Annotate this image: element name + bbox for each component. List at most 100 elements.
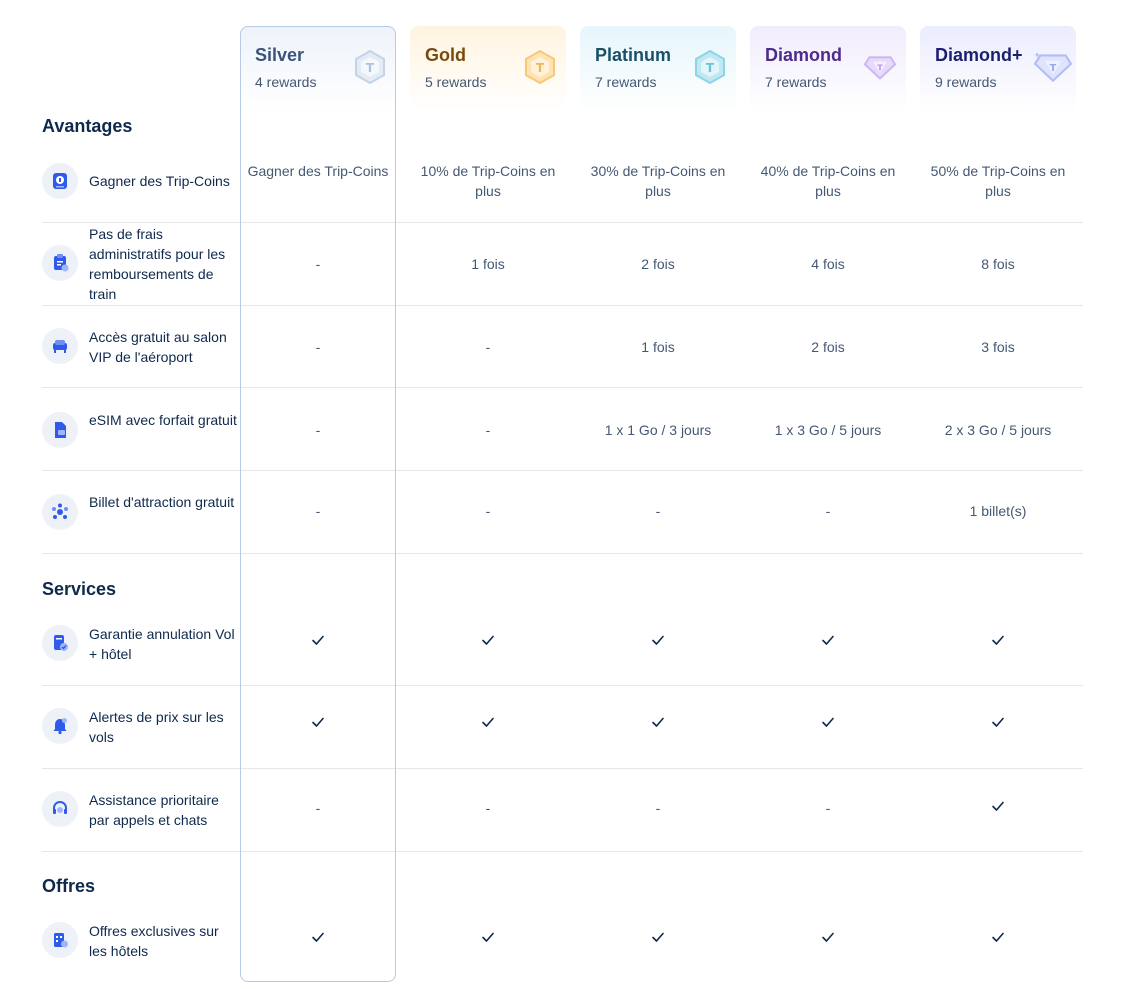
- tier-rewards: 4 rewards: [255, 74, 317, 90]
- cell-gold: -: [485, 800, 491, 816]
- check-icon: [822, 717, 834, 727]
- cell-silver: -: [315, 256, 321, 272]
- check-icon: [652, 635, 664, 645]
- cell-gold: 10% de Trip-Coins en plus: [420, 163, 556, 199]
- diamond-badge-icon: T: [864, 56, 896, 80]
- section-title-services: Services: [42, 579, 117, 599]
- cell-diamond-plus: 1 billet(s): [969, 503, 1027, 519]
- feature-label: Garantie annulation Vol + hôtel: [89, 626, 235, 662]
- check-icon: [992, 932, 1004, 942]
- cell-diamond-plus: 3 fois: [981, 339, 1015, 355]
- check-icon: [992, 717, 1004, 727]
- table-row: Assistance prioritaire par appels et cha…: [42, 769, 1083, 852]
- tier-header-silver[interactable]: Silver 4 rewards T: [240, 26, 396, 112]
- table-row: Offres exclusives sur les hôtels: [42, 900, 1083, 983]
- cell-diamond: [750, 714, 906, 734]
- feature-label: Accès gratuit au salon VIP de l'aéroport: [89, 329, 227, 365]
- cell-silver: [240, 714, 396, 734]
- svg-text:T: T: [706, 61, 715, 75]
- coin-icon: [42, 163, 78, 199]
- tier-rewards: 7 rewards: [765, 74, 827, 90]
- tier-rewards: 5 rewards: [425, 74, 487, 90]
- table-row: Alertes de prix sur les vols: [42, 686, 1083, 769]
- check-icon: [822, 635, 834, 645]
- svg-text:T: T: [1050, 63, 1057, 74]
- cell-gold: [410, 632, 566, 652]
- feature-label: eSIM avec forfait gratuit: [89, 412, 237, 428]
- check-icon: [652, 932, 664, 942]
- check-icon: [312, 717, 324, 727]
- cell-platinum: [580, 929, 736, 949]
- cell-platinum: 1 x 1 Go / 3 jours: [604, 422, 712, 438]
- feature-label: Billet d'attraction gratuit: [89, 494, 235, 510]
- hotel-offer-icon: [42, 922, 78, 958]
- check-icon: [482, 717, 494, 727]
- tier-name: Gold: [425, 45, 466, 65]
- tier-rewards: 7 rewards: [595, 74, 657, 90]
- check-icon: [482, 635, 494, 645]
- check-icon: [822, 932, 834, 942]
- cell-silver: [240, 632, 396, 652]
- cell-gold: [410, 714, 566, 734]
- cell-gold: -: [485, 339, 491, 355]
- feature-label: Pas de frais administratifs pour les rem…: [89, 226, 226, 302]
- cell-silver: [240, 929, 396, 949]
- cell-diamond: [750, 632, 906, 652]
- esim-card-icon: [42, 412, 78, 448]
- cell-diamond: 40% de Trip-Coins en plus: [760, 163, 896, 199]
- tier-header-platinum[interactable]: Platinum 7 rewards T: [580, 26, 736, 112]
- section-title-offres: Offres: [42, 876, 96, 896]
- tier-rewards: 9 rewards: [935, 74, 997, 90]
- check-icon: [992, 801, 1004, 811]
- cell-silver: -: [315, 339, 321, 355]
- cell-diamond: -: [825, 800, 831, 816]
- cell-diamond-plus: [920, 632, 1076, 652]
- tier-name: Diamond: [765, 45, 843, 65]
- table-row: Garantie annulation Vol + hôtel: [42, 603, 1083, 686]
- cell-gold: -: [485, 422, 491, 438]
- cell-silver: -: [315, 422, 321, 438]
- cell-diamond-plus: [920, 714, 1076, 734]
- cell-platinum: -: [655, 503, 661, 519]
- cell-diamond-plus: 8 fois: [981, 256, 1015, 272]
- tier-name: Platinum: [595, 45, 672, 65]
- cell-platinum: [580, 632, 736, 652]
- check-icon: [312, 932, 324, 942]
- cell-diamond: 4 fois: [811, 256, 845, 272]
- lounge-seat-icon: [42, 328, 78, 364]
- table-row: Pas de frais administratifs pour les rem…: [42, 223, 1083, 306]
- cell-gold: -: [485, 503, 491, 519]
- check-icon: [992, 635, 1004, 645]
- cell-platinum: [580, 714, 736, 734]
- tier-name: Silver: [255, 45, 305, 65]
- cell-silver: -: [315, 800, 321, 816]
- diamond-plus-badge-icon: T: [1034, 52, 1072, 83]
- cancel-guarantee-icon: [42, 625, 78, 661]
- cell-platinum: 30% de Trip-Coins en plus: [590, 163, 726, 199]
- cell-diamond-plus: 50% de Trip-Coins en plus: [930, 163, 1066, 199]
- check-icon: [652, 717, 664, 727]
- feature-label: Offres exclusives sur les hôtels: [89, 923, 219, 959]
- cell-silver: Gagner des Trip-Coins: [247, 163, 389, 179]
- headset-icon: [42, 791, 78, 827]
- cell-diamond: -: [825, 503, 831, 519]
- section-title-avantages: Avantages: [42, 116, 133, 136]
- feature-label: Gagner des Trip-Coins: [89, 173, 230, 189]
- svg-text:T: T: [877, 64, 883, 73]
- cell-silver: -: [315, 503, 321, 519]
- feature-label: Assistance prioritaire par appels et cha…: [89, 792, 219, 828]
- tier-header-gold[interactable]: Gold 5 rewards T: [410, 26, 566, 112]
- cell-platinum: 2 fois: [641, 256, 675, 272]
- cell-diamond-plus: 2 x 3 Go / 5 jours: [944, 422, 1052, 438]
- cell-diamond: 2 fois: [811, 339, 845, 355]
- cell-gold: [410, 929, 566, 949]
- cell-diamond-plus: [920, 929, 1076, 949]
- tier-header-diamond[interactable]: Diamond 7 rewards T: [750, 26, 906, 112]
- bell-icon: [42, 708, 78, 744]
- svg-text:T: T: [536, 61, 545, 75]
- cell-diamond-plus: [920, 798, 1076, 818]
- attraction-icon: [42, 494, 78, 530]
- cell-platinum: -: [655, 800, 661, 816]
- tier-header-diamond-plus[interactable]: Diamond+ 9 rewards T: [920, 26, 1076, 112]
